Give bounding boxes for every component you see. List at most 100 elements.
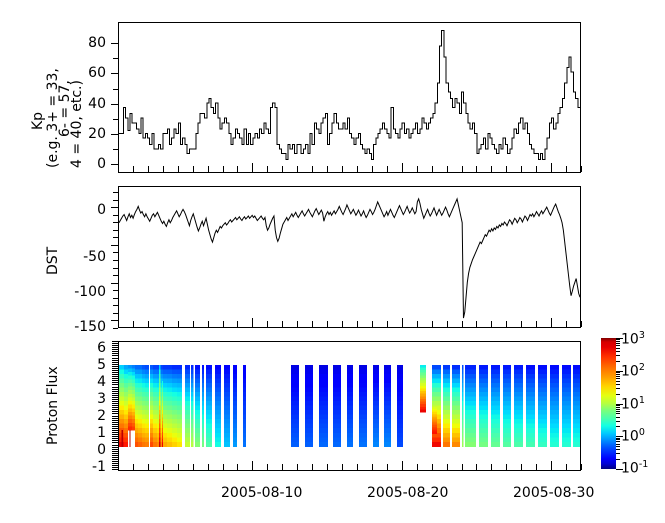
colorbar-tick-minor [616, 449, 620, 450]
colorbar-label-mantissa: 10 [621, 331, 639, 348]
xaxis-tick [282, 166, 283, 172]
xaxis-tick [193, 321, 194, 327]
kp-ytick-label: 0 [97, 156, 106, 172]
colorbar-tick-minor [616, 413, 620, 414]
pf-ytick-minor [112, 349, 118, 350]
xaxis-tick [357, 166, 358, 172]
xaxis-tick [432, 464, 433, 470]
xaxis-tick [223, 166, 224, 172]
xaxis-tick [432, 166, 433, 172]
kp-ytick [111, 134, 118, 135]
xaxis-tick [581, 321, 582, 327]
colorbar-tick-minor [616, 426, 620, 427]
pf-ytick-minor [112, 391, 118, 392]
pf-ytick-minor [112, 447, 118, 448]
xaxis-tick [267, 321, 268, 327]
colorbar-tick-minor [616, 439, 620, 440]
pf-ytick-minor [112, 347, 118, 348]
dst-axis-title: DST [45, 246, 61, 275]
pf-ytick-minor [112, 343, 118, 344]
xaxis-tick [506, 166, 507, 172]
pf-ytick-minor [112, 393, 118, 394]
dst-ytick-minor [113, 275, 118, 276]
xaxis-tick [417, 321, 418, 327]
dst-ytick-label: -150 [74, 319, 106, 335]
dst-ytick [111, 283, 118, 284]
colorbar-tick [616, 469, 623, 470]
xaxis-tick [506, 464, 507, 470]
kp-ytick-minor [113, 119, 118, 120]
xaxis-tick [566, 166, 567, 172]
pf-ytick-minor [112, 397, 118, 398]
colorbar-tick [616, 338, 623, 339]
pf-ytick-minor [112, 364, 118, 365]
xaxis-tick [297, 464, 298, 470]
xaxis-tick [252, 163, 253, 172]
proton-flux-panel [118, 341, 581, 471]
colorbar-tick [616, 371, 623, 372]
pf-ytick-label: 2 [97, 408, 106, 424]
xaxis-tick [327, 464, 328, 470]
colorbar-tick-minor [616, 417, 620, 418]
kp-ytick-minor [113, 58, 118, 59]
dst-panel [118, 186, 581, 328]
xaxis-tick [506, 321, 507, 327]
xaxis-tick [118, 321, 119, 327]
dst-ytick-minor [113, 252, 118, 253]
xaxis-tick [491, 321, 492, 327]
xaxis-tick-label: 2005-08-10 [221, 485, 303, 501]
colorbar-tick-minor [616, 459, 620, 460]
xaxis-tick-label: 2005-08-20 [367, 485, 449, 501]
xaxis-tick [476, 321, 477, 327]
dst-ytick-minor [113, 222, 118, 223]
pf-ytick-minor [112, 351, 118, 352]
colorbar-label-exponent: 1 [638, 395, 645, 406]
pf-ytick-minor [112, 459, 118, 460]
xaxis-tick [118, 464, 119, 470]
colorbar [601, 338, 616, 469]
pf-ytick-minor [112, 380, 118, 381]
pf-ytick-minor [112, 426, 118, 427]
xaxis-tick [387, 321, 388, 327]
xaxis-tick [267, 166, 268, 172]
pf-ytick-minor [112, 353, 118, 354]
pf-ytick-minor [112, 428, 118, 429]
colorbar-tick-minor [616, 394, 620, 395]
pf-ytick-label: 3 [97, 391, 106, 407]
pf-ytick-minor [112, 405, 118, 406]
pf-ytick-minor [112, 469, 118, 470]
pf-ytick-minor [112, 355, 118, 356]
xaxis-tick [581, 464, 582, 470]
kp-ytick-label: 60 [88, 65, 106, 81]
colorbar-tick-minor [616, 343, 620, 344]
colorbar-tick-label: 10-1 [621, 460, 648, 476]
colorbar-tick-minor [616, 361, 620, 362]
xaxis-tick [193, 166, 194, 172]
pf-ytick-label: 5 [97, 357, 106, 373]
pf-ytick-label: -1 [92, 459, 106, 475]
dst-ytick-minor [113, 268, 118, 269]
colorbar-tick [616, 436, 623, 437]
xaxis-tick [402, 461, 403, 470]
pf-ytick-minor [112, 372, 118, 373]
colorbar-tick-minor [616, 446, 620, 447]
pf-ytick-minor [112, 434, 118, 435]
xaxis-tick [536, 321, 537, 327]
pf-ytick-minor [112, 401, 118, 402]
xaxis-tick [551, 163, 552, 172]
pf-ytick-label: 4 [97, 374, 106, 390]
pf-ytick-minor [112, 465, 118, 466]
xaxis-tick [462, 166, 463, 172]
xaxis-tick [432, 321, 433, 327]
pf-ytick-minor [112, 360, 118, 361]
pf-ytick-minor [112, 341, 118, 342]
dst-ytick-label: 0 [97, 202, 106, 218]
colorbar-tick-minor [616, 351, 620, 352]
pf-ytick-minor [112, 407, 118, 408]
proton-flux-axis-title: Proton Flux [45, 366, 61, 445]
xaxis-tick [163, 321, 164, 327]
xaxis-tick [208, 464, 209, 470]
xaxis-tick [342, 166, 343, 172]
dst-ytick-minor [113, 260, 118, 261]
xaxis-tick [581, 166, 582, 172]
